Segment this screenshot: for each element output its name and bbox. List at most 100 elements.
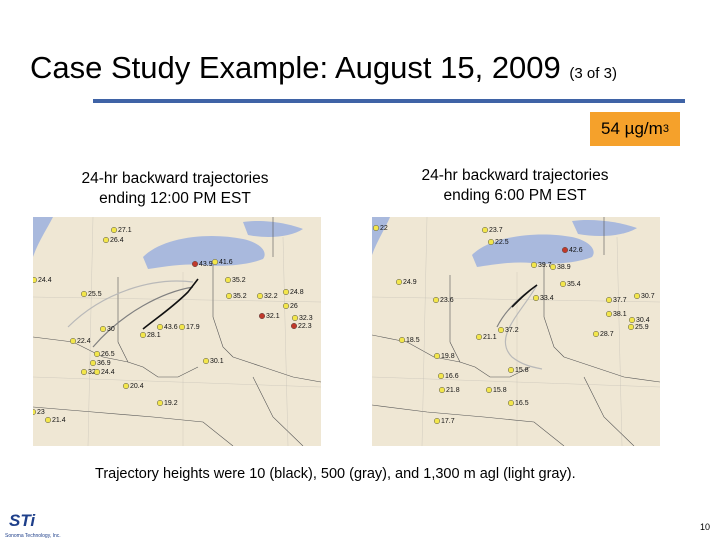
right-map-caption: 24-hr backward trajectories ending 6:00 … [380,166,650,206]
monitor-label: 35.2 [233,293,247,300]
monitor-marker [110,226,118,234]
state-boundaries [33,217,321,446]
monitor-label: 37.2 [505,327,519,334]
monitor-markers: 22 23.7 22.5 42.6 39.7 38.9 24.9 35.4 23.6 33.4 37… [372,224,655,425]
monitor-marker [224,276,232,284]
right-caption-line1: 24-hr backward trajectories [421,167,609,184]
monitor-label: 22.4 [77,338,91,345]
lake-michigan [33,217,53,257]
monitor-marker [282,302,290,310]
title-underline [93,99,685,103]
monitor-label: 37.7 [613,297,627,304]
monitor-label: 23.6 [440,297,454,304]
monitor-marker [475,333,483,341]
monitor-label: 15.8 [493,387,507,394]
trajectory-light-gray [67,280,194,328]
monitor-marker [549,263,557,271]
county-lines [33,217,321,446]
monitor-label: 36.9 [97,360,111,367]
left-trajectory-map: 27.1 26.4 24.4 25.5 43.9 41.6 35.2 35.2 32.2 24.8… [33,217,321,446]
left-caption-line1: 24-hr backward trajectories [81,170,269,187]
monitor-marker [282,288,290,296]
monitor-marker [507,399,515,407]
left-map-caption: 24-hr backward trajectories ending 12:00… [40,169,310,209]
company-logo: STi Sonoma Technology, Inc. [3,510,93,540]
monitor-label: 17.7 [441,418,455,425]
monitor-marker [398,336,406,344]
monitor-marker [507,366,515,374]
monitor-label: 22.3 [298,323,312,330]
monitor-marker [372,224,380,232]
monitor-marker [561,246,569,254]
monitor-label: 23 [37,409,45,416]
monitor-marker [395,278,403,286]
trajectory-black [511,284,538,308]
monitor-markers: 27.1 26.4 24.4 25.5 43.9 41.6 35.2 35.2 32.2 24.8… [33,226,313,424]
monitor-marker [487,238,495,246]
monitor-marker [80,290,88,298]
county-lines [372,217,660,446]
slide-title-main: Case Study Example: August 15, 2009 [30,50,561,85]
logo-text: STi [9,511,36,530]
monitor-marker [532,294,540,302]
monitor-label: 30 [107,326,115,333]
concentration-badge: 54 µg/m 3 [590,112,680,146]
monitor-label: 19.2 [164,400,178,407]
monitor-marker [258,312,266,320]
monitor-label: 25.9 [635,324,649,331]
monitor-marker [605,310,613,318]
monitor-label: 20.4 [130,383,144,390]
monitor-marker [178,323,186,331]
monitor-marker [139,331,147,339]
monitor-marker [628,316,636,324]
monitor-label: 24.4 [38,277,52,284]
monitor-marker [485,386,493,394]
monitor-label: 32.1 [266,313,280,320]
monitor-label: 24.8 [290,289,304,296]
trajectory-light-gray [504,284,543,370]
monitor-marker [33,408,37,416]
monitor-marker [80,368,88,376]
lake-erie [143,236,265,269]
monitor-marker [559,280,567,288]
lake-erie [472,234,594,267]
monitor-marker [89,359,97,367]
monitor-marker [122,382,130,390]
monitor-marker [256,292,264,300]
monitor-label: 26.4 [110,237,124,244]
monitor-label: 41.6 [219,259,233,266]
monitor-label: 26.5 [101,351,115,358]
monitor-marker [211,258,219,266]
monitor-marker [156,323,164,331]
monitor-marker [99,325,107,333]
monitor-label: 18.5 [406,337,420,344]
monitor-label: 35.2 [232,277,246,284]
logo-tagline: Sonoma Technology, Inc. [5,533,61,539]
monitor-label: 28.1 [147,332,161,339]
monitor-label: 15.8 [515,367,529,374]
monitor-label: 39.7 [538,262,552,269]
monitor-label: 16.6 [445,373,459,380]
monitor-marker [633,292,641,300]
slide-title: Case Study Example: August 15, 2009 (3 o… [30,50,617,86]
monitor-label: 38.1 [613,311,627,318]
monitor-marker [290,322,298,330]
monitor-marker [291,314,299,322]
monitor-label: 33.4 [540,295,554,302]
monitor-label: 17.9 [186,324,200,331]
monitor-marker [69,337,77,345]
monitor-label: 42.6 [569,247,583,254]
monitor-label: 35.4 [567,281,581,288]
monitor-label: 21.4 [52,417,66,424]
badge-value: 54 µg/m [601,119,663,138]
monitor-marker [481,226,489,234]
monitor-marker [156,399,164,407]
monitor-label: 19.8 [441,353,455,360]
monitor-marker [93,350,101,358]
monitor-label: 21.8 [446,387,460,394]
monitor-label: 23.7 [489,227,503,234]
monitor-label: 22.5 [495,239,509,246]
right-trajectory-map: 22 23.7 22.5 42.6 39.7 38.9 24.9 35.4 23.6 33.4 37… [372,217,660,446]
monitor-label: 26 [290,303,298,310]
monitor-marker [432,296,440,304]
